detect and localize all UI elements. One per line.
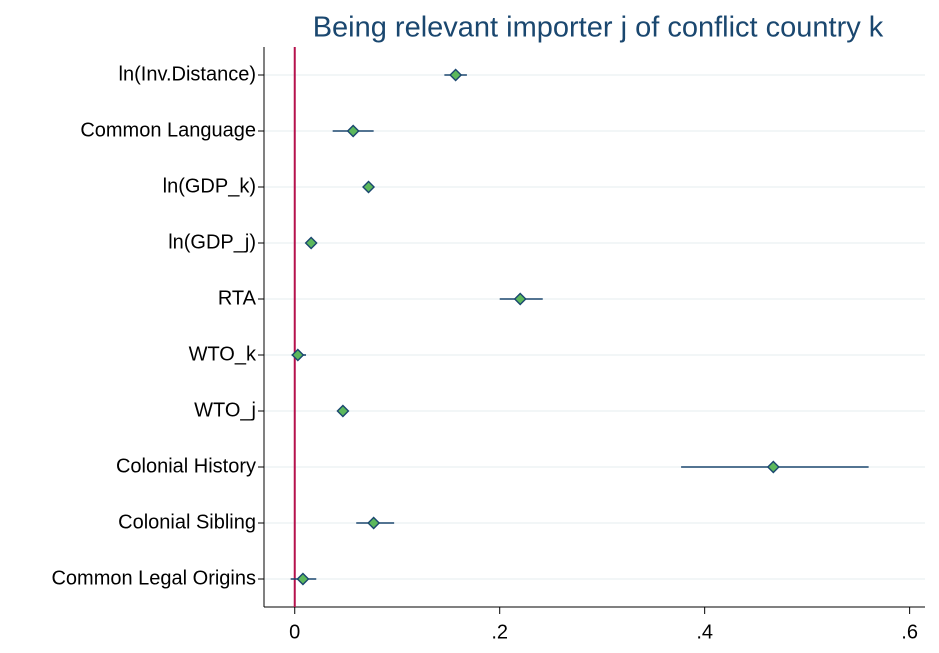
chart-title: Being relevant importer j of conflict co… (313, 12, 884, 44)
point-estimate (449, 68, 463, 82)
point-estimate (362, 180, 376, 194)
y-tick-label: Common Legal Origins (51, 567, 256, 589)
y-tick-label: Common Language (80, 119, 256, 141)
point-estimate (296, 572, 310, 586)
x-tick-label: .4 (696, 621, 713, 643)
point-estimate (346, 124, 360, 138)
y-tick-label: ln(GDP_j) (168, 231, 256, 253)
x-tick-label: .2 (491, 621, 508, 643)
point-estimate (367, 516, 381, 530)
y-tick-label: WTO_j (194, 399, 256, 421)
x-tick-label: .6 (901, 621, 918, 643)
y-tick-label: Colonial Sibling (118, 511, 256, 533)
point-estimate (291, 348, 305, 362)
y-tick-label: RTA (218, 287, 257, 309)
point-estimate (336, 404, 350, 418)
point-estimate (766, 460, 780, 474)
x-tick-label: 0 (289, 621, 300, 643)
point-estimate (513, 292, 527, 306)
y-tick-label: WTO_k (189, 343, 257, 365)
y-tick-label: Colonial History (116, 455, 256, 477)
y-tick-label: ln(Inv.Distance) (119, 63, 256, 85)
point-estimate (304, 236, 318, 250)
y-tick-label: ln(GDP_k) (163, 175, 256, 197)
